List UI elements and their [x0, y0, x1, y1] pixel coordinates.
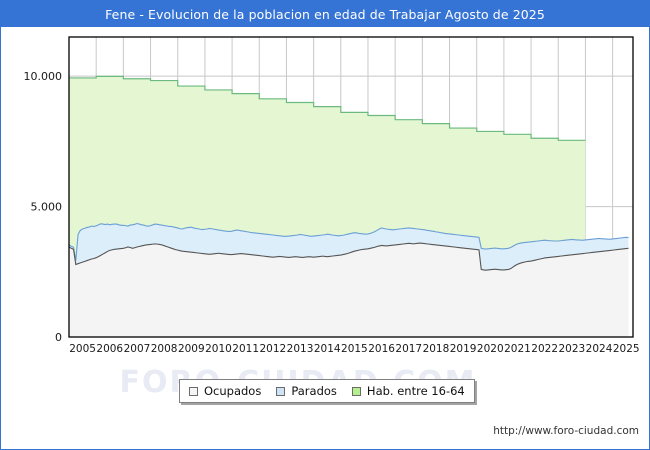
legend-item[interactable]: Ocupados — [189, 384, 261, 398]
series-line-parados — [68, 222, 629, 261]
y-axis-tick-label: 10.000 — [24, 70, 63, 83]
x-axis-tick-label: 2017 — [395, 343, 422, 355]
x-axis-tick-label: 2009 — [178, 343, 205, 355]
x-axis-tick-label: 2016 — [368, 343, 395, 355]
x-axis-tick-label: 2005 — [69, 343, 96, 355]
series-area-ocupados — [69, 243, 629, 337]
series-line-ocupados — [68, 242, 629, 271]
x-axis-tick-label: 2023 — [558, 343, 585, 355]
x-axis-tick-label: 2008 — [151, 343, 178, 355]
x-axis-tick-label: 2015 — [341, 343, 368, 355]
legend-item-label: Hab. entre 16-64 — [366, 384, 465, 398]
x-axis-tick-label: 2019 — [450, 343, 477, 355]
x-axis-tick-label: 2018 — [423, 343, 450, 355]
x-axis-tick-label: 2013 — [287, 343, 314, 355]
chart-plot: 0 5.000 10.000 2005 2006 2007 2008 2009 2010 2011… — [24, 36, 640, 355]
page-title: Fene - Evolucion de la poblacion en edad… — [105, 6, 545, 22]
x-axis-tick-label: 2022 — [531, 343, 558, 355]
x-axis-tick-label: 2024 — [586, 343, 613, 355]
x-axis-tick-label: 2007 — [124, 343, 151, 355]
x-axis-tick-label: 2020 — [477, 343, 504, 355]
window-titlebar: Fene - Evolucion de la poblacion en edad… — [1, 1, 649, 27]
y-axis-tick-label: 5.000 — [31, 201, 63, 214]
legend-item[interactable]: Parados — [276, 384, 337, 398]
x-axis-tick-label: 2012 — [259, 343, 286, 355]
x-axis-tick-label: 2006 — [96, 343, 123, 355]
series-line-hab-16-64 — [69, 75, 586, 141]
chart-legend: Ocupados Parados Hab. entre 16-64 — [179, 379, 475, 403]
legend-item[interactable]: Hab. entre 16-64 — [351, 384, 465, 398]
x-axis-tick-label: 2014 — [314, 343, 341, 355]
y-axis-tick-label: 0 — [55, 331, 62, 344]
legend-item-label: Ocupados — [204, 384, 262, 398]
x-axis-tick-label: 2025 — [613, 343, 640, 355]
x-axis-tick-label: 2011 — [232, 343, 259, 355]
plot-frame — [68, 36, 634, 338]
legend-swatch-icon — [189, 386, 198, 396]
legend-swatch-icon — [276, 386, 286, 396]
legend-item-label: Parados — [291, 384, 337, 398]
footer-url: http://www.foro-ciudad.com — [493, 425, 639, 437]
x-axis-tick-label: 2010 — [205, 343, 232, 355]
legend-swatch-icon — [351, 386, 361, 396]
x-axis-tick-label: 2021 — [504, 343, 531, 355]
